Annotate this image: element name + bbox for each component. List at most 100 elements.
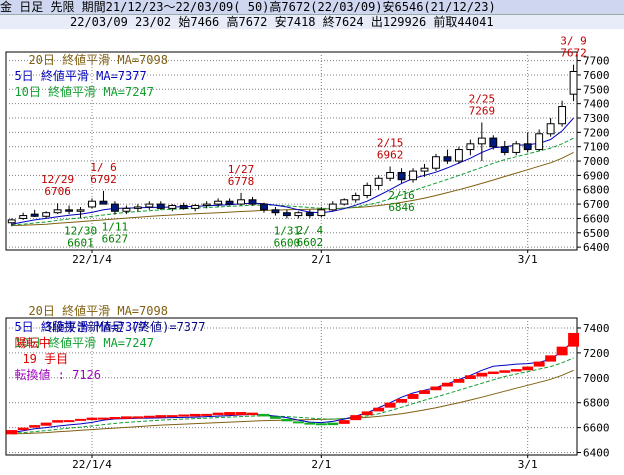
candle-body	[294, 212, 303, 217]
new-price-brick	[201, 413, 213, 416]
ma5-line	[11, 117, 574, 225]
new-price-brick	[98, 417, 109, 420]
y-tick-label: 7000	[583, 155, 610, 168]
annotation-low-value: 6601	[67, 236, 94, 249]
new-price-brick	[384, 402, 396, 408]
new-price-brick	[132, 416, 144, 419]
candle-body	[409, 170, 417, 181]
candle-body	[133, 206, 142, 209]
candle-body	[328, 203, 337, 211]
y-tick-label: 6800	[583, 397, 610, 410]
header-period-line: 金 日足 先限 期間21/12/23～22/03/09( 50)高7672(22…	[0, 0, 624, 15]
candle-body	[317, 209, 326, 217]
new-price-brick	[29, 425, 41, 428]
annotation-high-value: 7269	[469, 104, 496, 117]
new-price-brick	[545, 355, 557, 362]
candle-body	[99, 200, 108, 205]
new-price-brick	[373, 407, 385, 412]
candle-body	[76, 209, 85, 212]
new-price-brick	[568, 332, 580, 347]
new-price-brick	[189, 413, 201, 417]
y-tick-label: 6900	[583, 169, 610, 182]
candle-body	[30, 213, 39, 217]
legend-ma5-bottom: 5日 終値平滑 MA=7377	[14, 320, 147, 334]
candle-body	[569, 71, 578, 95]
candle-body	[214, 200, 223, 205]
new-price-brick	[510, 369, 522, 372]
candle-body	[535, 133, 544, 151]
y-tick-label: 7200	[583, 126, 610, 139]
annotation-high-value: 7672	[560, 47, 587, 60]
header-ohlc-line: 22/03/09 23/02 始7466 高7672 安7418 終7624 出…	[0, 15, 624, 29]
candle-body	[156, 203, 165, 209]
bottom-ma-legend: 20日 終値平滑 MA=7098 5日 終値平滑 MA=7377 10日 終値平…	[0, 287, 624, 350]
new-price-brick	[75, 418, 86, 421]
candle-body	[489, 137, 498, 148]
y-tick-label: 6400	[583, 447, 610, 460]
candle-body	[363, 184, 372, 196]
new-price-brick	[212, 412, 224, 416]
candle-body	[202, 203, 211, 207]
new-price-brick	[40, 422, 52, 426]
candle-body	[88, 200, 96, 208]
candle-body	[42, 212, 51, 217]
annotation-high-date: 12/29	[41, 173, 74, 186]
plot-frame	[5, 51, 578, 251]
new-price-brick	[86, 417, 98, 421]
top-ma-legend: 20日 終値平滑 MA=7098 5日 終値平滑 MA=7377 10日 終値平…	[0, 36, 624, 99]
candle-body	[282, 212, 291, 217]
candle-body	[386, 172, 395, 179]
candle-body	[420, 167, 429, 172]
y-tick-label: 7100	[583, 141, 610, 154]
candle-body	[397, 172, 406, 181]
new-price-brick	[327, 422, 339, 426]
new-price-brick	[6, 430, 18, 435]
annotation-low-date: 12/30	[64, 224, 97, 237]
new-price-brick	[476, 372, 488, 377]
new-price-brick	[396, 398, 408, 403]
candle-body	[260, 203, 268, 211]
candle-body	[248, 199, 257, 205]
x-tick-label: 22/1/4	[72, 458, 112, 471]
annotation-high-value: 6778	[228, 175, 255, 188]
candle-body	[466, 143, 475, 151]
new-price-brick	[52, 420, 64, 423]
new-price-brick	[224, 412, 236, 416]
candle-body	[454, 149, 463, 162]
annotation-high-value: 6706	[44, 185, 71, 198]
candle-body	[168, 205, 177, 209]
new-price-brick	[281, 418, 293, 422]
y-tick-label: 6700	[583, 198, 610, 211]
candle-body	[145, 203, 154, 208]
candle-body	[546, 123, 555, 135]
candle-body	[374, 177, 383, 186]
annotation-high-date: 2/25	[469, 92, 496, 105]
legend-ma10-bottom: 10日 終値平滑 MA=7247	[14, 336, 154, 350]
y-tick-label: 7000	[583, 372, 610, 385]
annotation-low-date: 1/11	[102, 221, 129, 234]
y-tick-label: 7500	[583, 83, 610, 96]
y-tick-label: 6500	[583, 227, 610, 240]
annotation-high-value: 6792	[90, 173, 117, 186]
new-price-brick	[292, 421, 304, 424]
candle-body	[225, 200, 234, 205]
annotation-high-value: 6962	[377, 148, 404, 161]
ma10-line	[11, 137, 574, 226]
candle-body	[500, 146, 509, 153]
candle-body	[305, 212, 314, 217]
new-price-brick	[419, 390, 430, 394]
legend-ma20: 20日 終値平滑 MA=7098	[28, 53, 168, 67]
x-tick-label: 2/1	[311, 253, 331, 266]
new-price-panel: 6400 6600 6800 7000 7200 7400 22/1/4 2/1 3/1	[5, 317, 610, 471]
new-price-brick	[361, 411, 373, 416]
ma20-line	[11, 369, 574, 435]
candlestick-panel: 6400650066006700680069007000710072007300…	[5, 35, 610, 266]
status-reversal: 転換値 : 7126	[14, 368, 102, 382]
candle-body	[523, 143, 532, 151]
candle-body	[7, 219, 16, 224]
new-price-brick	[556, 346, 568, 356]
new-price-brick	[304, 422, 316, 425]
candle-body	[477, 137, 486, 145]
candle-body	[179, 205, 188, 209]
annotation-high-date: 1/27	[228, 163, 255, 176]
